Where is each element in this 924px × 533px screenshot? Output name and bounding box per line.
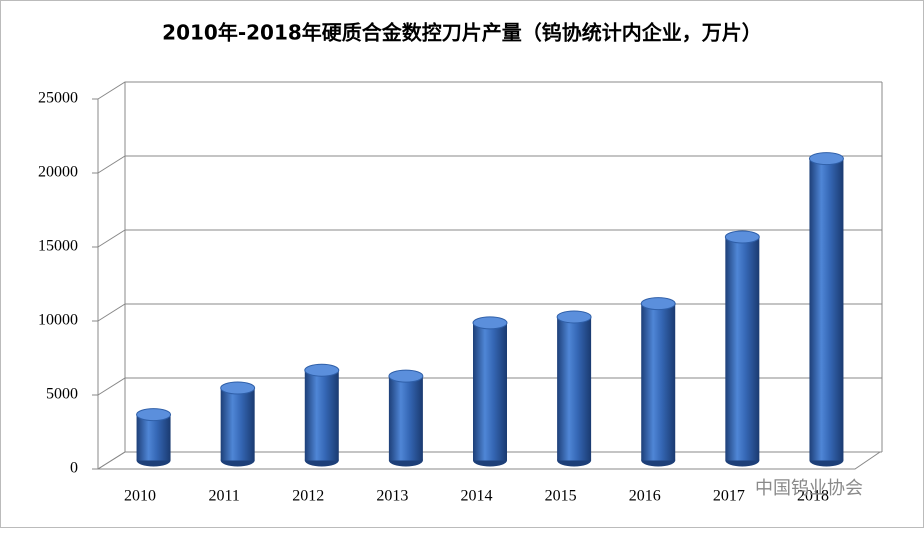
bar-top <box>304 363 340 377</box>
x-tick-label: 2014 <box>461 488 493 505</box>
x-tick-label: 2012 <box>292 488 324 505</box>
bar-top <box>724 230 760 244</box>
bar <box>809 158 844 461</box>
bar-top <box>556 310 592 324</box>
bar-top <box>640 297 676 311</box>
x-tick-label: 2013 <box>376 488 408 505</box>
bar <box>388 376 423 461</box>
x-tick-label: 2015 <box>545 488 577 505</box>
x-tick-label: 2017 <box>713 488 745 505</box>
chart-title: 2010年-2018年硬质合金数控刀片产量（钨协统计内企业，万片） <box>162 21 762 45</box>
bar-top <box>136 408 172 422</box>
bar-top <box>388 369 424 383</box>
y-tick-label: 15000 <box>38 238 78 255</box>
x-tick-label: 2018 <box>797 488 829 505</box>
x-tick-label: 2011 <box>208 488 239 505</box>
bar <box>220 387 255 461</box>
y-tick-label: 20000 <box>38 164 78 181</box>
bar <box>557 316 592 461</box>
y-tick-label: 25000 <box>38 90 78 107</box>
bar <box>725 237 760 461</box>
watermark: 中国钨业协会 <box>755 478 863 499</box>
x-tick-label: 2010 <box>124 488 156 505</box>
bar <box>641 303 676 461</box>
bar-top <box>220 381 256 395</box>
x-tick-label: 2016 <box>629 488 661 505</box>
bar <box>304 370 339 461</box>
bar-top <box>472 316 508 330</box>
y-tick-label: 0 <box>70 460 78 477</box>
y-tick-label: 10000 <box>38 312 78 329</box>
bar <box>473 322 507 461</box>
y-tick-label: 5000 <box>46 386 78 403</box>
bar <box>136 414 171 461</box>
bar-top <box>808 152 844 166</box>
